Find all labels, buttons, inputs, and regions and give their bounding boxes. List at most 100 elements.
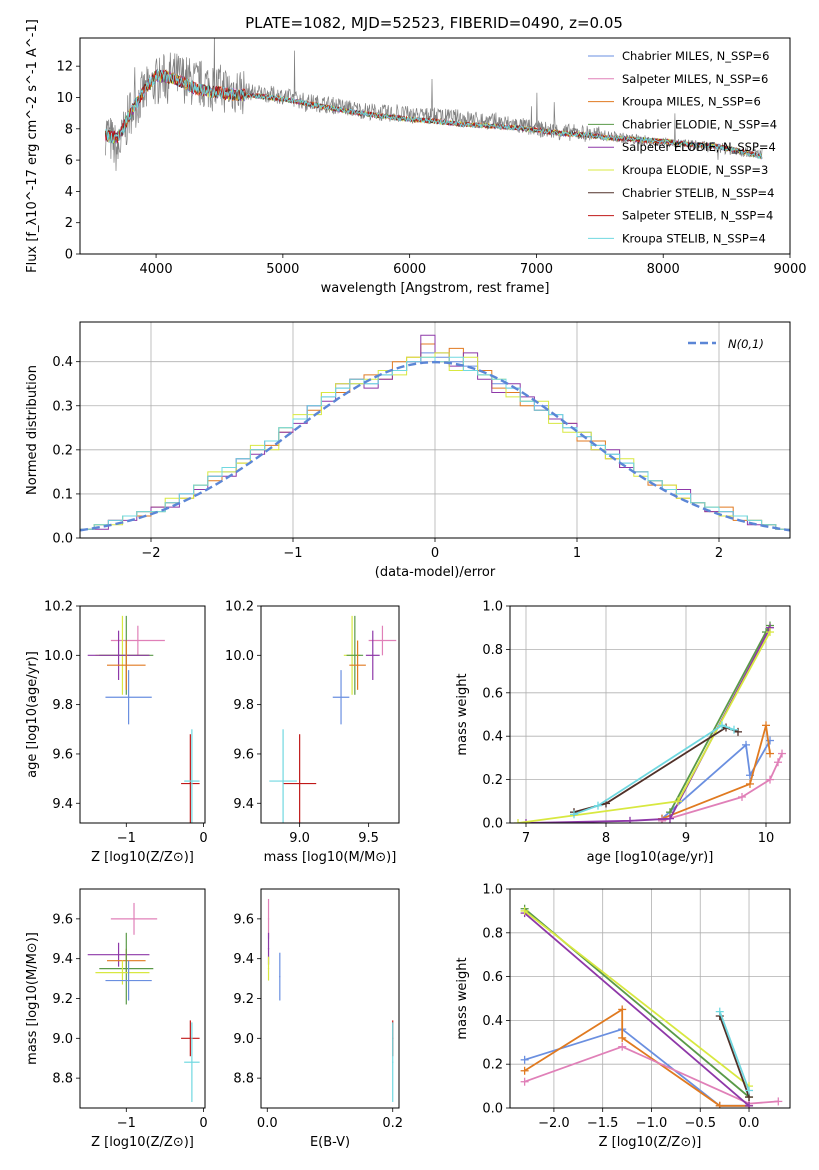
axes-frame [79,37,791,255]
y-tick-label: 0.0 [482,1102,503,1117]
x-tick-label: 9000 [773,262,806,277]
y-axis-label: mass [log10(M/M⊙)] [25,932,40,1065]
spectrum-legend: Chabrier MILES, N_SSP=6 Salpeter MILES, N… [588,49,777,245]
error-bar-point [105,960,152,1001]
y-tick-label: 6 [65,154,73,169]
error-bar-point [283,734,317,823]
x-tick-label: 9.0 [289,831,310,846]
x-axis-label: Z [log10(Z/Z⊙)] [599,1135,702,1150]
axes-frame [260,888,400,1109]
legend-label: Kroupa ELODIE, N_SSP=3 [622,163,768,177]
error-bar-point [365,630,380,680]
error-bar-point [267,956,270,981]
plus-marker [522,819,530,823]
mass-vs-metallicity-panel: −1 0 8.8 9.0 9.2 9.4 9.6 Z [log10(Z/Z⊙)] mass [l… [25,888,208,1150]
legend-label: Salpeter STELIB, N_SSP=4 [622,209,773,223]
age-vs-mass-panel: 9.0 9.5 9.4 9.6 9.8 10.0 10.2 mass [log10(M/M⊙)… [225,600,400,865]
y-tick-label: 0.3 [52,399,73,414]
error-bar-point [110,902,158,935]
plus-marker [514,819,522,823]
plus-marker [730,725,738,734]
axes-frame [260,605,400,824]
x-tick-label: 1 [573,546,581,561]
y-tick-label: 9.6 [233,912,254,927]
plus-marker [658,816,666,823]
error-bar-point [279,952,281,1001]
plus-marker [742,740,750,749]
mass-vs-extinction-plot-area [267,898,394,1103]
age-vs-metallicity-panel: −1 0 9.4 9.6 9.8 10.0 10.2 Z [log10(Z/Z⊙)] age [… [25,600,208,866]
x-tick-label: 0 [199,831,207,846]
y-axis-label: age [log10(age/yr)] [25,651,40,778]
x-tick-label: 2 [715,546,723,561]
error-bar-point [184,729,200,823]
legend-label: Kroupa STELIB, N_SSP=4 [622,231,766,245]
axes-frame [509,605,791,824]
error-bar-point [392,1022,394,1103]
y-tick-label: 0.4 [482,730,503,745]
plus-marker [745,1101,754,1108]
x-tick-label: −1.0 [636,1116,668,1131]
y-tick-label: 9.6 [233,747,254,762]
plus-marker [618,1005,627,1014]
y-tick-label: 1.0 [482,883,503,898]
legend-label: Chabrier MILES, N_SSP=6 [622,49,769,63]
error-bar-point [346,615,364,695]
y-tick-label: 4 [65,185,73,200]
y-tick-label: 10.0 [225,649,254,664]
y-tick-label: 0.0 [482,817,503,832]
residual-histogram-panel: −2 −1 0 1 2 0.0 0.1 0.2 0.3 0.4 (data-model)/error… [25,321,791,580]
age-vs-metallicity-plot-area [87,615,200,823]
error-bar-point [105,670,152,725]
y-tick-label: 0.2 [482,1058,503,1073]
legend-label: Salpeter ELODIE, N_SSP=4 [622,140,776,154]
plus-marker [715,1101,724,1108]
error-bar-point [269,729,297,823]
error-bar-point [267,898,270,939]
y-tick-label: 8.8 [52,1072,73,1087]
x-tick-label: 9.5 [358,831,379,846]
x-axis-label: wavelength [Angstrom, rest frame] [321,281,550,296]
y-axis-label: Flux [f_λ10^-17 erg cm^-2 s^-1 A^-1] [25,19,40,273]
y-tick-label: 8.8 [233,1072,254,1087]
legend-label: Chabrier ELODIE, N_SSP=4 [622,117,777,131]
model-spectrum-line [105,69,763,160]
x-tick-label: 5000 [266,262,299,277]
plus-marker [762,721,770,730]
y-tick-label: 9.4 [233,797,254,812]
y-tick-label: 0.6 [482,686,503,701]
mass-weight-line [718,1015,750,1098]
y-tick-label: 9.2 [233,992,254,1007]
mass-vs-extinction-panel: 0.0 0.2 8.8 9.0 9.2 9.4 9.6 E(B-V) [233,888,403,1150]
error-bar-point [349,640,366,690]
mass-weight-line [524,910,750,1087]
x-tick-label: −1 [117,1116,136,1131]
plus-marker [570,810,578,819]
mass-weight-line [661,725,771,820]
y-tick-label: 10.0 [44,649,73,664]
plus-marker [520,1055,529,1064]
plus-marker [774,758,782,767]
spectrum-plot-area [105,38,763,171]
x-tick-label: 4000 [140,262,173,277]
x-tick-label: −2.0 [538,1116,570,1131]
plus-marker [715,1007,724,1016]
y-tick-label: 0.8 [482,643,503,658]
y-tick-label: 0.4 [482,1014,503,1029]
y-tick-label: 9.0 [52,1032,73,1047]
chart-layer: 4000 5000 6000 7000 8000 9000024681012wavelen… [25,19,807,1150]
y-tick-label: 0.8 [482,926,503,941]
plus-marker [778,749,786,758]
y-tick-label: 10 [56,91,73,106]
y-tick-label: 9.2 [52,992,73,1007]
plus-marker [746,779,754,788]
y-tick-label: 8 [65,122,73,137]
error-bar-point [110,625,165,656]
mass-weight-vs-metallicity-panel: −2.0 −1.5 −1.0 −0.5 0.0 0.0 0.2 0.4 0.6 0.8 1.0 Z [… [455,883,791,1150]
x-tick-label: 0 [199,1116,207,1131]
mass-weight-line [573,724,735,816]
mass-weight-line [718,1011,750,1091]
y-tick-label: 9.8 [233,698,254,713]
y-tick-label: 1.0 [482,600,503,615]
